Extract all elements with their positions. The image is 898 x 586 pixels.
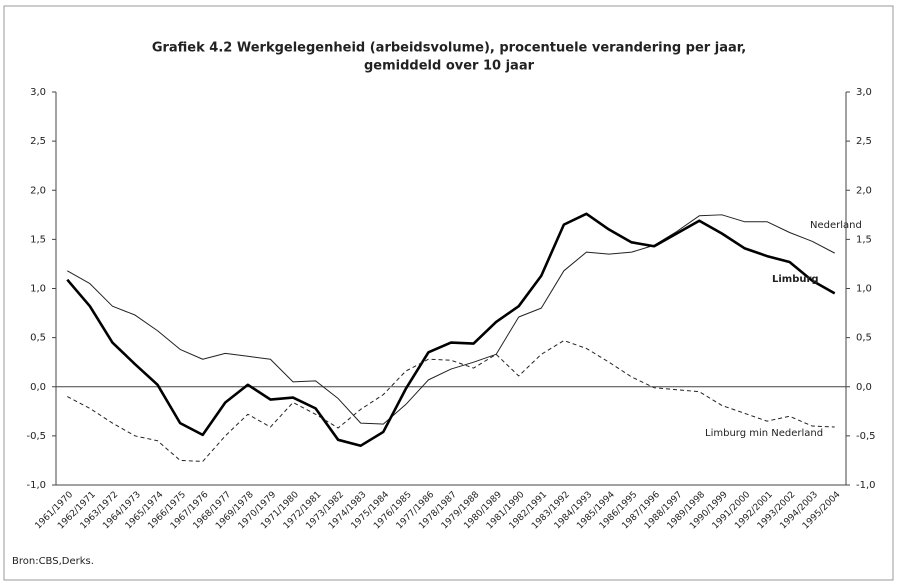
y-tick-label: 2,0 [30,185,46,196]
y-tick-label: -0,5 [26,431,46,442]
y2-tick-label: 3,0 [856,87,872,98]
y-tick-label: 0,5 [30,333,46,344]
y2-tick-label: 0,5 [856,333,872,344]
series-label: Nederland [810,220,862,231]
series-label: Limburg [772,274,819,285]
y-tick-label: 1,0 [30,284,46,295]
y2-tick-label: -1,0 [856,480,876,491]
frame [3,5,894,581]
y-tick-label: 2,5 [30,136,46,147]
y2-tick-label: 1,5 [856,234,872,245]
y2-tick-label: 2,0 [856,185,872,196]
y2-tick-label: 2,5 [856,136,872,147]
y2-tick-label: -0,5 [856,431,876,442]
chart-title: Grafiek 4.2 Werkgelegenheid (arbeidsvolu… [152,41,746,56]
series-label: Limburg min Nederland [705,428,823,439]
series-line [67,214,835,425]
series-line [66,212,836,447]
chart-title: gemiddeld over 10 jaar [364,59,535,74]
y-tick-label: -1,0 [26,480,46,491]
y-tick-label: 3,0 [30,87,46,98]
series-line [67,340,835,462]
y-tick-label: 0,0 [30,382,46,393]
y-tick-label: 1,5 [30,234,46,245]
source: Bron:CBS,Derks. [12,556,94,567]
y2-tick-label: 1,0 [856,284,872,295]
y2-tick-label: 0,0 [856,382,872,393]
